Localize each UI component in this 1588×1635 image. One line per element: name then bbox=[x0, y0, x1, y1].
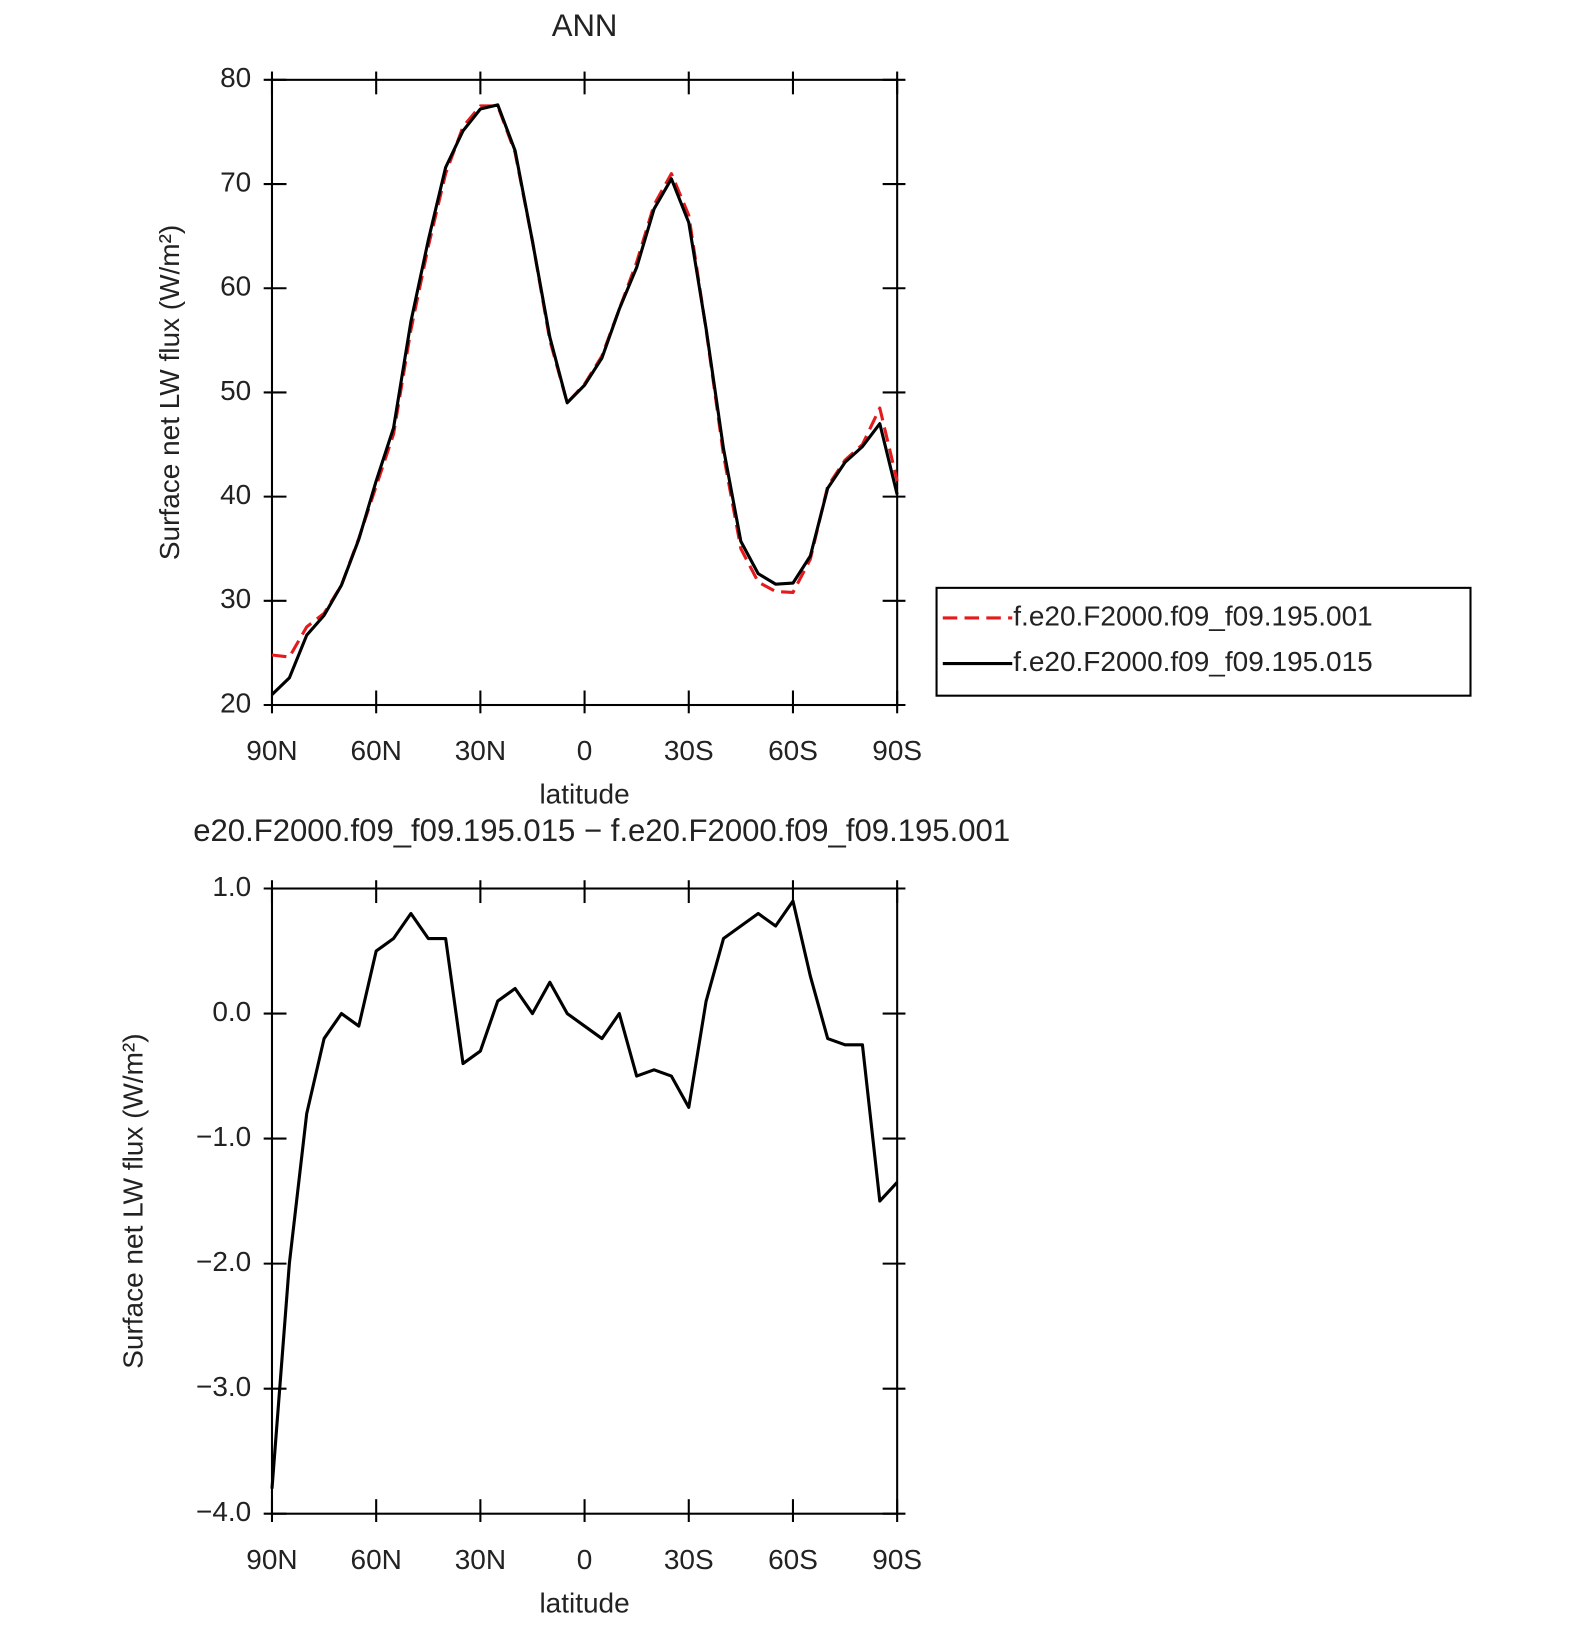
x-tick-label: 0 bbox=[577, 735, 593, 766]
y-tick-label: −3.0 bbox=[196, 1371, 251, 1402]
x-tick-label: 30N bbox=[455, 735, 506, 766]
data-line bbox=[270, 899, 899, 1489]
chart-title: e20.F2000.f09_f09.195.015 − f.e20.F2000.… bbox=[193, 813, 1010, 848]
x-axis-label: latitude bbox=[539, 1587, 629, 1618]
y-axis-label: Surface net LW flux (W/m²) bbox=[118, 1033, 149, 1368]
y-tick-label: −4.0 bbox=[196, 1496, 251, 1527]
legend-box bbox=[935, 586, 1472, 697]
legend-label: f.e20.F2000.f09_f09.195.015 bbox=[1013, 646, 1372, 677]
y-tick-label: −2.0 bbox=[196, 1246, 251, 1277]
y-tick-label: 20 bbox=[220, 687, 251, 718]
legend-label: f.e20.F2000.f09_f09.195.001 bbox=[1013, 600, 1372, 631]
y-tick-label: 60 bbox=[220, 271, 251, 302]
x-tick-label: 60S bbox=[768, 1544, 818, 1575]
x-tick-label: 0 bbox=[577, 1544, 593, 1575]
x-tick-label: 30N bbox=[455, 1544, 506, 1575]
y-tick-label: 80 bbox=[220, 62, 251, 93]
y-tick-label: 30 bbox=[220, 583, 251, 614]
x-tick-label: 30S bbox=[664, 1544, 714, 1575]
y-tick-label: 40 bbox=[220, 479, 251, 510]
y-axis-label: Surface net LW flux (W/m²) bbox=[154, 225, 185, 560]
x-tick-label: 90S bbox=[872, 1544, 922, 1575]
y-tick-label: 70 bbox=[220, 166, 251, 197]
x-tick-label: 90S bbox=[872, 735, 922, 766]
y-tick-label: 50 bbox=[220, 375, 251, 406]
x-tick-label: 60N bbox=[351, 735, 402, 766]
y-tick-label: −1.0 bbox=[196, 1121, 251, 1152]
x-tick-label: 90N bbox=[246, 735, 297, 766]
x-tick-label: 60N bbox=[351, 1544, 402, 1575]
chart-title: ANN bbox=[552, 8, 618, 43]
y-tick-label: 1.0 bbox=[212, 871, 251, 902]
x-tick-label: 90N bbox=[246, 1544, 297, 1575]
data-line bbox=[271, 104, 899, 659]
x-tick-label: 60S bbox=[768, 735, 818, 766]
x-tick-label: 30S bbox=[664, 735, 714, 766]
x-axis-label: latitude bbox=[539, 779, 629, 810]
y-tick-label: 0.0 bbox=[212, 996, 251, 1027]
data-line bbox=[270, 103, 899, 696]
plot-frame bbox=[270, 78, 899, 707]
plot-frame bbox=[270, 887, 899, 1515]
